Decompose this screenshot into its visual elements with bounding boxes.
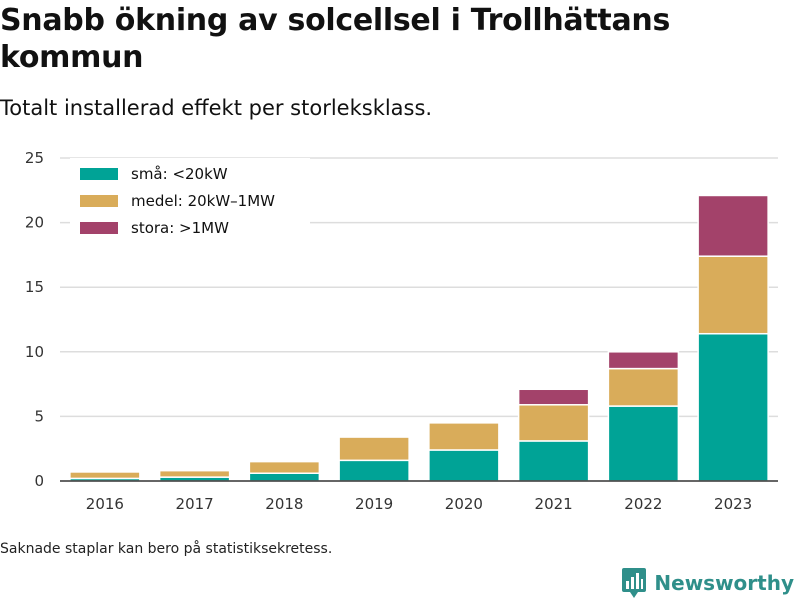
- bar-segment: [517, 388, 590, 406]
- legend-label: stora: >1MW: [131, 219, 229, 237]
- y-tick-label: 0: [34, 472, 44, 490]
- y-tick-label: 20: [25, 214, 44, 232]
- legend-label: medel: 20kW–1MW: [131, 192, 275, 210]
- footnote: Saknade staplar kan bero på statistiksek…: [0, 541, 333, 557]
- bar-segment: [697, 332, 769, 482]
- bar-segment: [607, 351, 680, 370]
- legend-label: små: <20kW: [131, 165, 228, 183]
- chart-title: Snabb ökning av solcellsel i Trollhättan…: [0, 3, 671, 75]
- bar-segment: [517, 440, 590, 482]
- x-tick-label: 2021: [535, 495, 573, 513]
- bar-segment: [607, 367, 680, 407]
- chart-subtitle: Totalt installerad effekt per storlekskl…: [0, 96, 433, 120]
- y-tick-label: 25: [25, 149, 44, 167]
- bar-segment: [69, 471, 141, 480]
- x-tick-label: 2018: [265, 495, 303, 513]
- bar-segment: [697, 194, 769, 257]
- bar-segment: [248, 472, 321, 482]
- stacked-bar-chart: 0 5 10 15 20 25 2016 2017 2018 2019 2020 2021 2022 20…: [25, 149, 778, 513]
- y-tick-label: 10: [25, 343, 44, 361]
- x-tick-label: 2017: [176, 495, 214, 513]
- x-tick-label: 2023: [714, 495, 752, 513]
- bar-segment: [338, 436, 410, 462]
- x-tick-label: 2020: [445, 495, 483, 513]
- bar-segment: [697, 255, 769, 335]
- x-tick-label: 2019: [355, 495, 393, 513]
- bar-chart-logo-icon: [622, 568, 647, 598]
- bar-segment: [248, 460, 321, 474]
- bar-segment: [338, 459, 410, 482]
- x-tick-label: 2016: [86, 495, 124, 513]
- brand-name: Newsworthy: [654, 571, 794, 595]
- y-tick-label: 5: [34, 407, 44, 425]
- bar-segment: [428, 449, 500, 482]
- legend-swatch: [80, 168, 118, 180]
- legend-swatch: [80, 195, 118, 207]
- bar-segment: [158, 469, 231, 478]
- bar-segment: [517, 404, 590, 442]
- bar-segment: [428, 422, 500, 451]
- bar-segment: [607, 405, 680, 482]
- brand-logo[interactable]: Newsworthy: [622, 566, 794, 600]
- legend-swatch: [80, 222, 118, 234]
- y-tick-label: 15: [25, 278, 44, 296]
- x-tick-label: 2022: [624, 495, 662, 513]
